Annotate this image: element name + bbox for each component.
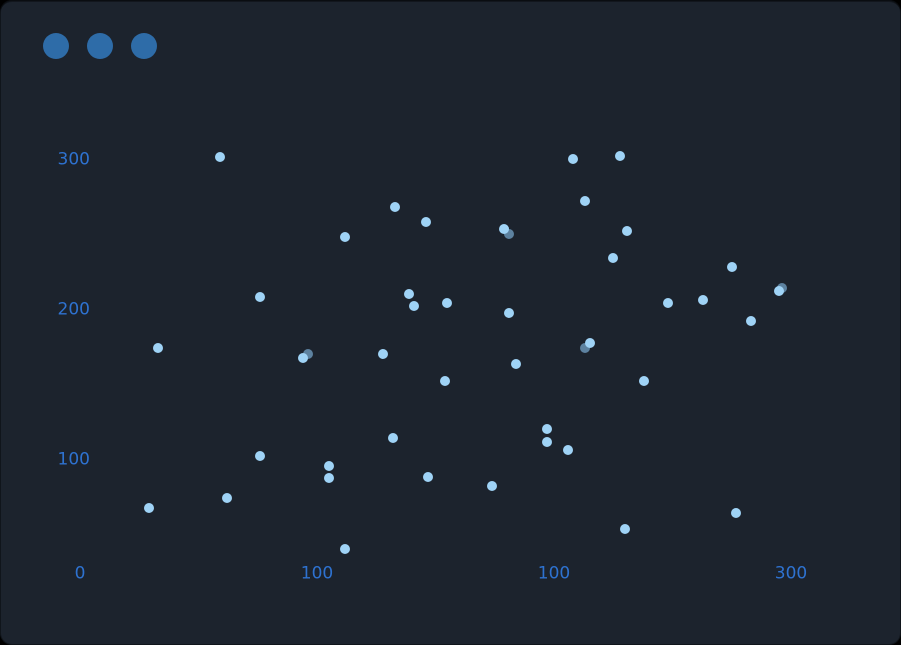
scatter-point [774, 285, 785, 296]
scatter-point [622, 225, 633, 236]
x-tick-label: 0 [74, 563, 86, 584]
scatter-point [340, 231, 351, 242]
scatter-point [579, 195, 590, 206]
scatter-point [499, 224, 510, 234]
scatter-point [143, 503, 154, 513]
scatter-point [503, 308, 514, 318]
scatter-point [323, 461, 334, 471]
scatter-point [731, 507, 742, 518]
scatter-point [745, 315, 756, 326]
scatter-point [255, 450, 266, 461]
scatter-point [153, 342, 164, 353]
y-tick-label: 100 [57, 449, 90, 470]
close-button[interactable] [43, 33, 69, 59]
scatter-point [563, 444, 574, 455]
minimize-button[interactable] [87, 33, 113, 59]
scatter-point-dim [579, 342, 590, 353]
scatter-point [541, 437, 552, 447]
scatter-point [423, 471, 434, 482]
scatter-point [584, 338, 595, 348]
scatter-point [221, 492, 232, 503]
scatter-point [662, 297, 673, 308]
scatter-point [615, 150, 626, 161]
y-tick-label: 200 [57, 299, 90, 320]
y-tick-label: 300 [57, 149, 90, 170]
x-tick-label: 300 [774, 563, 808, 584]
scatter-point [439, 375, 450, 386]
scatter-point [541, 423, 552, 434]
scatter-point [390, 201, 401, 212]
scatter-point [409, 300, 420, 311]
titlebar [0, 0, 901, 72]
scatter-point [726, 261, 737, 272]
scatter-point [487, 480, 498, 491]
x-tick-label: 100 [537, 563, 571, 584]
scatter-point-dim [503, 228, 514, 239]
scatter-point [567, 153, 578, 164]
scatter-point [404, 288, 415, 299]
scatter-point [608, 252, 619, 263]
x-tick-label: 100 [300, 563, 334, 584]
scatter-point [378, 348, 389, 359]
scatter-point [297, 353, 308, 363]
scatter-point [340, 543, 351, 554]
scatter-point [214, 152, 225, 162]
scatter-point [442, 297, 453, 308]
scatter-point [255, 291, 266, 302]
scatter-point [620, 524, 631, 534]
scatter-point [421, 216, 432, 227]
scatter-point-dim [302, 348, 313, 359]
scatter-point [639, 375, 650, 386]
scatter-point [511, 359, 522, 369]
maximize-button[interactable] [131, 33, 157, 59]
scatter-point [698, 294, 709, 305]
scatter-point [323, 473, 334, 483]
scatter-point [387, 432, 398, 443]
